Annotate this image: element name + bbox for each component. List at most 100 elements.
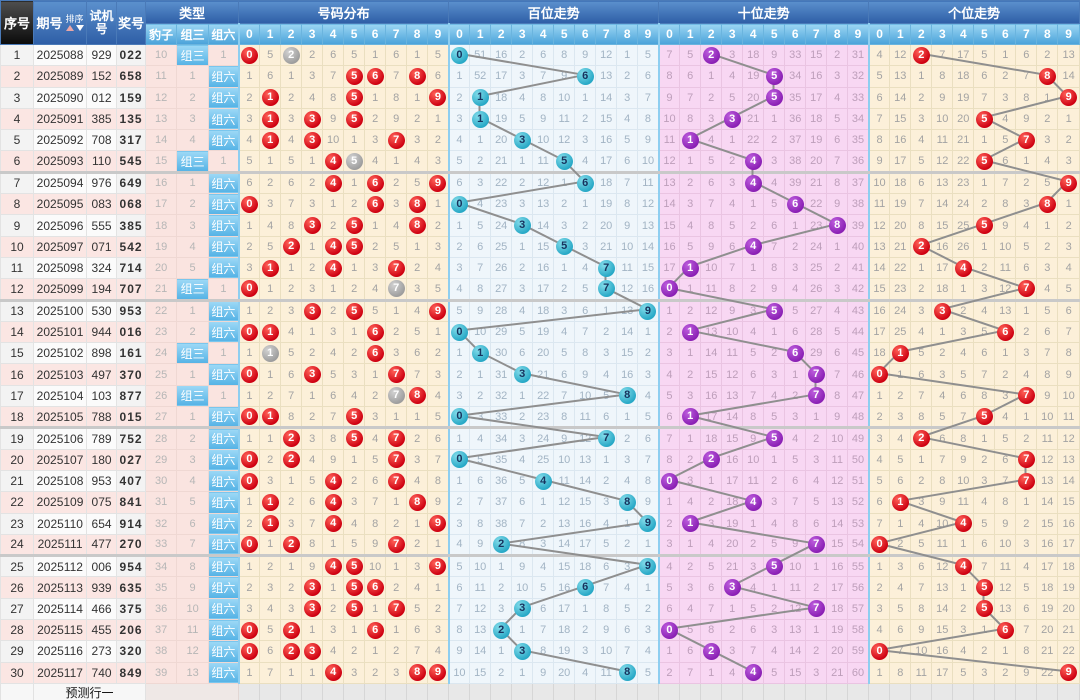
- hundreds-cell: 4: [511, 298, 534, 322]
- tens-cell: 7: [657, 426, 681, 450]
- hundreds-cell: 11: [469, 576, 492, 599]
- tens-cell: 3: [826, 278, 849, 301]
- tens-cell: 1: [679, 512, 702, 535]
- units-cell: 3: [910, 298, 933, 322]
- tens-ball: 4: [744, 493, 762, 511]
- seq-cell: 29: [0, 640, 35, 663]
- hundreds-cell: 15: [469, 661, 492, 684]
- hundreds-cell: 5: [637, 661, 660, 684]
- hundreds-ball: 3: [513, 600, 531, 618]
- units-cell: 10: [931, 107, 954, 131]
- zuliu-cell: 1: [208, 342, 240, 365]
- tens-cell: 1: [679, 256, 702, 280]
- dist-cell: 2: [364, 661, 387, 684]
- sort-desc-icon[interactable]: [75, 24, 84, 31]
- hundreds-cell: 5: [469, 448, 492, 471]
- hundreds-cell: 9: [595, 619, 618, 642]
- dist-cell: 8: [280, 406, 303, 429]
- zusan-cell: 组三: [176, 384, 210, 408]
- hundreds-cell: 10: [553, 448, 576, 471]
- units-cell: 2: [889, 533, 912, 557]
- hundreds-cell: 10: [616, 235, 639, 258]
- tens-cell: 2: [679, 170, 702, 195]
- digit-header-tens-9: 9: [847, 23, 870, 45]
- prize-number-cell: 370: [116, 363, 147, 386]
- tens-cell: 8: [657, 65, 681, 88]
- dist-cell: 2: [406, 533, 429, 557]
- units-cell: 25: [952, 214, 975, 237]
- dist-cell: 1: [259, 406, 282, 429]
- table-row: 12 2025099 194 707 21 组三 1 0 1 2 3 1 2 4 7 3 5 4 8 27 3 17 2 5 7…: [0, 278, 1080, 301]
- type-header: 类型: [145, 0, 240, 24]
- zuliu-cell: 组六: [208, 491, 240, 514]
- units-cell: 3: [1015, 533, 1038, 557]
- units-cell: 1: [1015, 491, 1038, 514]
- tens-cell: 6: [700, 170, 723, 195]
- units-cell: 3: [1015, 342, 1038, 365]
- tens-cell: 46: [847, 363, 870, 386]
- dist-cell: 3: [301, 214, 324, 237]
- hundreds-ball: 6: [576, 579, 594, 597]
- prize-number-cell: 015: [116, 406, 147, 429]
- hundreds-cell: 9: [616, 214, 639, 237]
- units-cell: 16: [889, 129, 912, 152]
- tens-cell: 3: [721, 170, 744, 195]
- period-sort-header[interactable]: 期号 排序: [33, 0, 88, 45]
- tens-cell: 20: [805, 150, 828, 173]
- period-cell: 2025117: [33, 661, 88, 684]
- zusan-cell: 10: [176, 597, 210, 621]
- tens-ball: 2: [702, 642, 720, 660]
- units-cell: 6: [910, 170, 933, 195]
- units-cell: 17: [952, 43, 975, 67]
- dist-cell: 4: [322, 150, 345, 173]
- tens-cell: 4: [679, 491, 702, 514]
- dist-cell: 5: [259, 235, 282, 258]
- hundreds-cell: 3: [616, 448, 639, 471]
- hundreds-cell: 1: [447, 342, 471, 365]
- units-cell: 5: [973, 107, 996, 131]
- tens-cell: 3: [763, 150, 786, 173]
- units-cell: 6: [867, 86, 891, 109]
- units-cell: 0: [867, 533, 891, 557]
- tens-cell: 3: [763, 363, 786, 386]
- units-cell: 7: [1015, 65, 1038, 88]
- footer-digit-cell: [595, 682, 618, 700]
- hundreds-cell: 4: [616, 107, 639, 131]
- hundreds-cell: 4: [532, 554, 555, 578]
- hundreds-ball: 0: [450, 46, 468, 64]
- period-cell: 2025100: [33, 298, 88, 322]
- tens-cell: 3: [679, 193, 702, 216]
- baozi-miss-cell: 39: [145, 661, 178, 684]
- hundreds-cell: 8: [574, 342, 597, 365]
- hundreds-cell: 6: [616, 619, 639, 642]
- tens-cell: 4: [679, 597, 702, 621]
- zuliu-cell: 1: [208, 278, 240, 301]
- footer-digit-cell: [658, 682, 681, 700]
- hundreds-cell: 2: [511, 256, 534, 280]
- sort-asc-icon[interactable]: [65, 24, 74, 31]
- zusan-cell: 1: [176, 298, 210, 322]
- hundreds-cell: 19: [490, 107, 513, 131]
- dist-ball: 1: [261, 408, 279, 426]
- hundreds-cell: 32: [490, 384, 513, 408]
- dist-cell: 2: [364, 235, 387, 258]
- dist-cell: 4: [343, 512, 366, 535]
- dist-cell: 1: [322, 576, 345, 599]
- dist-ball: 0: [240, 323, 258, 341]
- units-cell: 4: [867, 619, 891, 642]
- hundreds-cell: 9: [637, 298, 660, 322]
- tens-cell: 39: [784, 170, 807, 195]
- units-cell: 5: [973, 597, 996, 621]
- test-number-cell: 110: [86, 150, 118, 173]
- dist-cell: 5: [385, 235, 408, 258]
- zuliu-cell: 组六: [208, 65, 240, 88]
- tens-cell: 21: [742, 107, 765, 131]
- hundreds-cell: 4: [616, 576, 639, 599]
- units-cell: 7: [931, 43, 954, 67]
- sort-control[interactable]: 排序: [65, 14, 84, 31]
- dist-cell: 5: [343, 107, 366, 131]
- hundreds-cell: 9: [574, 363, 597, 386]
- hundreds-ball: 7: [597, 259, 615, 277]
- units-cell: 17: [1057, 533, 1080, 557]
- units-cell: 9: [931, 86, 954, 109]
